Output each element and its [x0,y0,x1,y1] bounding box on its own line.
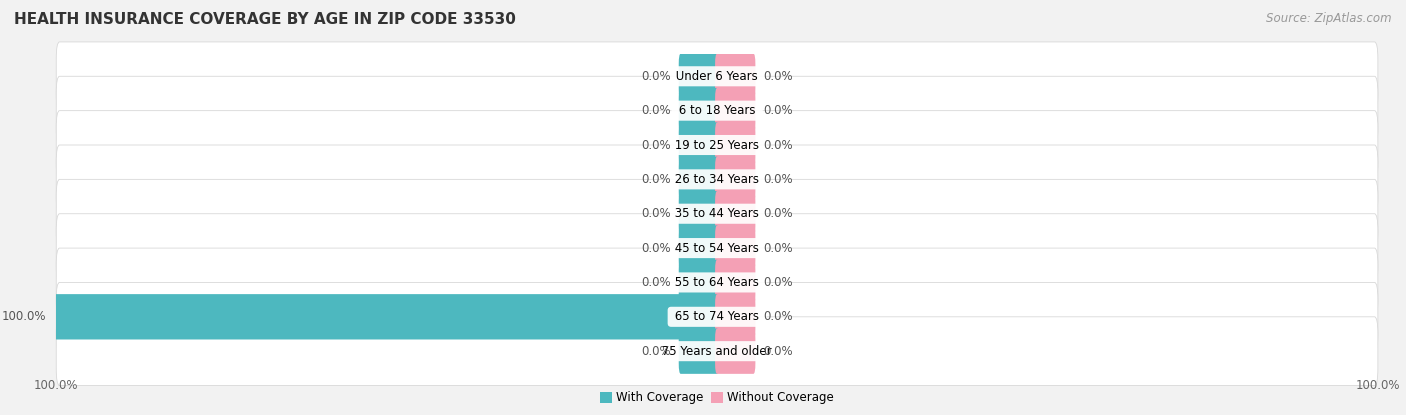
FancyBboxPatch shape [56,214,1378,283]
Text: 19 to 25 Years: 19 to 25 Years [671,139,763,151]
Text: Source: ZipAtlas.com: Source: ZipAtlas.com [1267,12,1392,25]
Text: 0.0%: 0.0% [763,242,793,254]
Text: 0.0%: 0.0% [763,139,793,151]
FancyBboxPatch shape [679,88,718,133]
Text: 0.0%: 0.0% [763,104,793,117]
Text: 0.0%: 0.0% [641,139,671,151]
FancyBboxPatch shape [716,157,755,202]
FancyBboxPatch shape [679,122,718,168]
FancyBboxPatch shape [56,145,1378,214]
FancyBboxPatch shape [716,260,755,305]
Text: 6 to 18 Years: 6 to 18 Years [675,104,759,117]
Text: 0.0%: 0.0% [763,70,793,83]
FancyBboxPatch shape [56,42,1378,111]
Text: 0.0%: 0.0% [763,345,793,358]
FancyBboxPatch shape [679,260,718,305]
FancyBboxPatch shape [679,157,718,202]
FancyBboxPatch shape [56,76,1378,145]
FancyBboxPatch shape [679,54,718,99]
Legend: With Coverage, Without Coverage: With Coverage, Without Coverage [595,387,839,409]
Text: 26 to 34 Years: 26 to 34 Years [671,173,763,186]
Text: 45 to 54 Years: 45 to 54 Years [671,242,763,254]
Text: 35 to 44 Years: 35 to 44 Years [671,207,763,220]
FancyBboxPatch shape [716,294,755,339]
FancyBboxPatch shape [679,191,718,237]
FancyBboxPatch shape [716,88,755,133]
Text: 100.0%: 100.0% [1,310,46,323]
Text: HEALTH INSURANCE COVERAGE BY AGE IN ZIP CODE 33530: HEALTH INSURANCE COVERAGE BY AGE IN ZIP … [14,12,516,27]
Text: 0.0%: 0.0% [641,345,671,358]
Text: 0.0%: 0.0% [641,242,671,254]
FancyBboxPatch shape [56,248,1378,317]
FancyBboxPatch shape [716,225,755,271]
Text: 0.0%: 0.0% [763,173,793,186]
FancyBboxPatch shape [716,54,755,99]
FancyBboxPatch shape [56,179,1378,248]
Text: 0.0%: 0.0% [641,70,671,83]
Text: 75 Years and older: 75 Years and older [658,345,776,358]
Text: 0.0%: 0.0% [641,173,671,186]
Text: 0.0%: 0.0% [641,104,671,117]
FancyBboxPatch shape [679,329,718,374]
FancyBboxPatch shape [679,225,718,271]
Text: 0.0%: 0.0% [763,207,793,220]
FancyBboxPatch shape [716,329,755,374]
FancyBboxPatch shape [55,294,718,339]
FancyBboxPatch shape [716,122,755,168]
Text: 0.0%: 0.0% [641,276,671,289]
FancyBboxPatch shape [716,191,755,237]
Text: 0.0%: 0.0% [641,207,671,220]
FancyBboxPatch shape [56,317,1378,386]
Text: 55 to 64 Years: 55 to 64 Years [671,276,763,289]
Text: 0.0%: 0.0% [763,310,793,323]
Text: 0.0%: 0.0% [763,276,793,289]
Text: Under 6 Years: Under 6 Years [672,70,762,83]
FancyBboxPatch shape [56,283,1378,351]
FancyBboxPatch shape [56,111,1378,179]
Text: 65 to 74 Years: 65 to 74 Years [671,310,763,323]
